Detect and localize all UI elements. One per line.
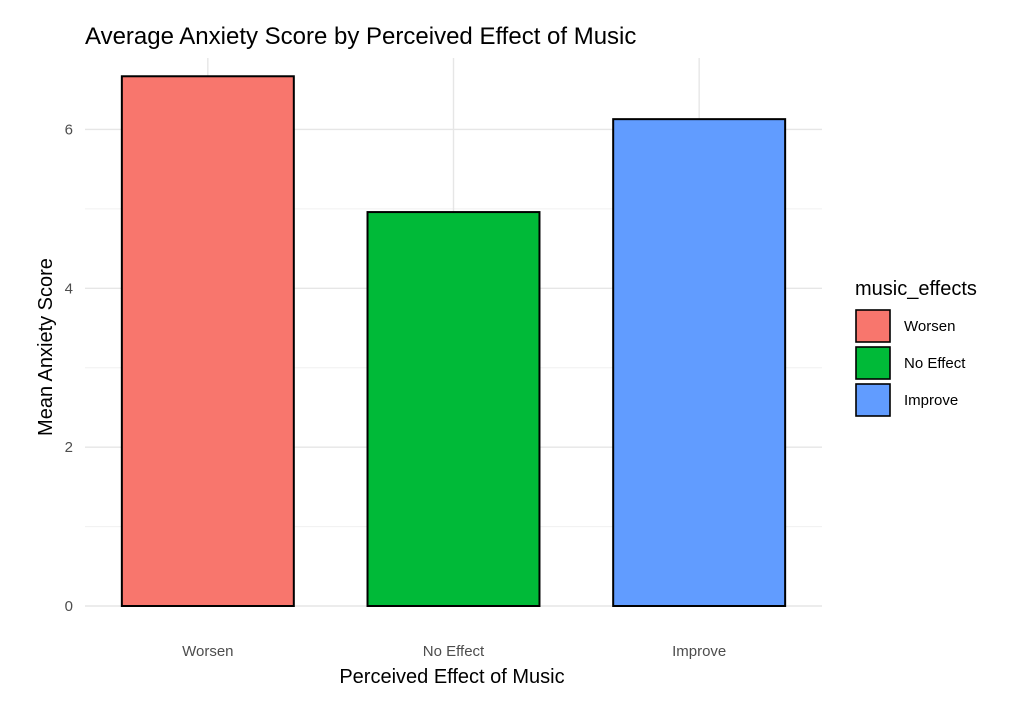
x-tick-label: Improve [672,643,726,660]
y-tick-label: 0 [65,598,73,615]
bar-worsen [120,75,295,608]
legend: Worsen No Effect Improve [855,309,966,417]
legend-title: music_effects [855,278,977,300]
x-axis-title: Perceived Effect of Music [339,666,564,688]
y-tick-label: 2 [65,439,73,456]
y-axis-title: Mean Anxiety Score [35,258,57,436]
legend-swatch-improve [855,383,891,417]
legend-label: No Effect [904,355,966,372]
x-tick-label: No Effect [423,643,485,660]
legend-swatch-worsen [855,309,891,343]
x-tick-label: Worsen [182,643,233,660]
legend-label: Worsen [904,318,955,335]
legend-label: Improve [904,392,958,409]
y-tick-label: 4 [65,280,73,297]
bar-improve [612,118,787,607]
bars [120,75,787,608]
y-tick-label: 6 [65,121,73,138]
legend-swatch-no-effect [855,346,891,380]
chart-title: Average Anxiety Score by Perceived Effec… [85,23,636,50]
x-axis-ticks: Worsen No Effect Improve [182,643,726,660]
bar-no-effect [366,211,541,608]
y-axis-ticks: 0 2 4 6 [65,121,73,615]
